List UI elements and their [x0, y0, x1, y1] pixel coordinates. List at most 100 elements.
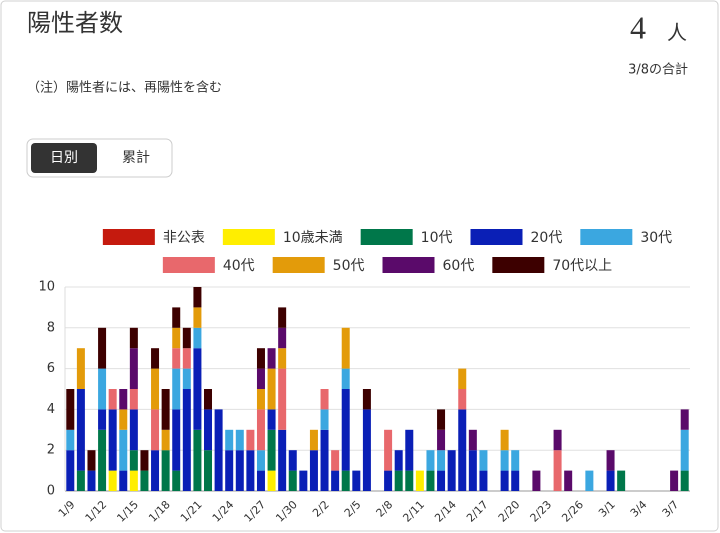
bar-segment: [204, 450, 213, 491]
bar-segment: [320, 429, 329, 491]
bar-segment: [87, 470, 96, 491]
bar-segment: [331, 470, 340, 491]
bar-segment: [256, 389, 265, 410]
tab-daily[interactable]: 日別: [50, 150, 78, 166]
bar-segment: [267, 409, 276, 430]
bar-segment: [341, 389, 350, 471]
legend-label: 10代: [421, 230, 453, 246]
legend-item: 10歳未満: [222, 229, 343, 246]
bar-segment: [320, 389, 329, 410]
bar-segment: [267, 348, 276, 369]
bar-segment: [352, 470, 361, 491]
bar-segment: [204, 389, 213, 410]
bar-segment: [172, 368, 181, 410]
note: （注）陽性者には、再陽性を含む: [27, 80, 222, 96]
legend-swatch: [222, 229, 275, 245]
total-caption: 3/8の合計: [628, 62, 688, 78]
bar-segment: [278, 368, 287, 430]
bar-segment: [384, 429, 393, 471]
y-tick-label: 8: [47, 320, 55, 335]
bar-segment: [341, 327, 350, 369]
bar-segment: [161, 389, 170, 430]
bar-segment: [140, 450, 149, 471]
tab-cumulative[interactable]: 累計: [122, 150, 150, 166]
bar-segment: [341, 368, 350, 389]
bar-segment: [278, 429, 287, 491]
bar-segment: [680, 409, 689, 430]
bar-segment: [182, 368, 191, 389]
bar-segment: [151, 368, 160, 410]
bar-segment: [670, 470, 679, 491]
bar-segment: [76, 470, 85, 491]
bar-segment: [437, 409, 446, 430]
legend-swatch: [492, 257, 545, 273]
legend-item: 70代以上: [492, 257, 612, 274]
legend-swatch: [102, 229, 155, 245]
bar-segment: [129, 327, 138, 349]
bar-segment: [98, 429, 107, 491]
bar-segment: [288, 470, 297, 491]
bar-segment: [182, 348, 191, 369]
bar-segment: [246, 429, 255, 451]
legend-label: 非公表: [163, 230, 205, 246]
bar-segment: [426, 450, 435, 471]
bar-segment: [415, 470, 424, 491]
y-tick-label: 6: [47, 361, 55, 376]
legend-label: 40代: [223, 258, 255, 274]
bar-segment: [193, 348, 202, 430]
bar-segment: [66, 389, 75, 430]
total-value: 4: [630, 9, 646, 45]
bar-segment: [532, 470, 541, 491]
bar-segment: [500, 450, 509, 471]
bar-segment: [98, 327, 107, 369]
legend-label: 20代: [531, 230, 563, 246]
bar-segment: [267, 470, 276, 491]
bar-segment: [204, 409, 213, 451]
legend-swatch: [360, 229, 413, 245]
legend-swatch: [580, 229, 633, 245]
y-tick-label: 10: [38, 280, 55, 295]
bar-segment: [151, 450, 160, 491]
legend-item: 50代: [272, 257, 365, 274]
bar-segment: [267, 368, 276, 410]
legend-swatch: [162, 257, 215, 273]
y-tick-label: 4: [47, 402, 55, 417]
bar-segment: [151, 409, 160, 451]
bar-segment: [458, 389, 467, 410]
bar-segment: [225, 450, 234, 491]
bar-segment: [119, 470, 128, 491]
bar-segment: [182, 327, 191, 349]
bar-segment: [119, 409, 128, 430]
bar-segment: [500, 429, 509, 451]
bar-segment: [161, 429, 170, 451]
bar-segment: [362, 409, 371, 491]
bar-segment: [256, 409, 265, 451]
bar-segment: [341, 470, 350, 491]
bar-segment: [235, 450, 244, 491]
bar-segment: [511, 470, 520, 491]
bar-segment: [151, 348, 160, 369]
bar-segment: [479, 470, 488, 491]
bar-segment: [362, 389, 371, 410]
bar-segment: [468, 429, 477, 451]
legend-item: 10代: [360, 229, 453, 246]
bar-segment: [309, 450, 318, 491]
bar-segment: [129, 389, 138, 410]
bar-segment: [585, 470, 594, 491]
bar-segment: [394, 450, 403, 471]
bar-segment: [193, 327, 202, 349]
bar-segment: [267, 429, 276, 471]
bar-segment: [405, 470, 414, 491]
bar-segment: [66, 429, 75, 451]
bar-segment: [320, 409, 329, 430]
bar-segment: [129, 450, 138, 471]
bar-segment: [437, 429, 446, 451]
bar-segment: [437, 470, 446, 491]
bar-segment: [129, 348, 138, 389]
bar-segment: [278, 307, 287, 328]
bar-segment: [76, 348, 85, 389]
bar-segment: [98, 368, 107, 410]
tab-active[interactable]: [31, 143, 97, 173]
